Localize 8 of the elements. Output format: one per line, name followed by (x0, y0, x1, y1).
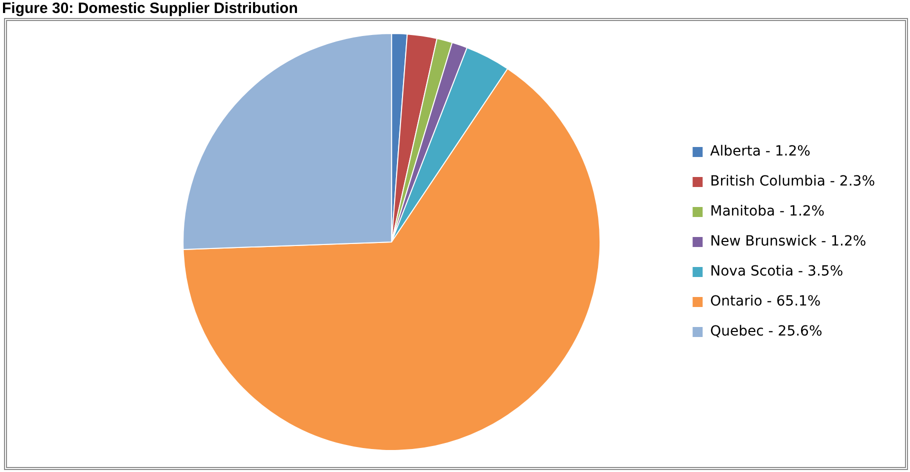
legend-label: New Brunswick - 1.2% (710, 234, 866, 250)
legend-label: Manitoba - 1.2% (710, 204, 825, 220)
legend-label: Quebec - 25.6% (710, 324, 822, 340)
legend-label: Alberta - 1.2% (710, 144, 810, 160)
legend-label: British Columbia - 2.3% (710, 174, 876, 190)
chart-title: Figure 30: Domestic Supplier Distribution (2, 0, 298, 18)
legend-label: Ontario - 65.1% (710, 294, 821, 310)
legend-label: Nova Scotia - 3.5% (710, 264, 844, 280)
